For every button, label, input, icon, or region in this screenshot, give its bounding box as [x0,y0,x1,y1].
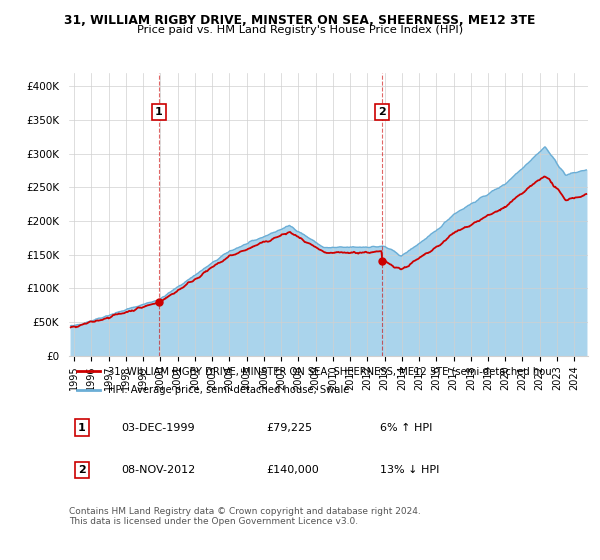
Text: HPI: Average price, semi-detached house, Swale: HPI: Average price, semi-detached house,… [108,385,349,395]
Text: 31, WILLIAM RIGBY DRIVE, MINSTER ON SEA, SHEERNESS, ME12 3TE: 31, WILLIAM RIGBY DRIVE, MINSTER ON SEA,… [64,14,536,27]
Text: £140,000: £140,000 [266,465,319,475]
Text: £79,225: £79,225 [266,423,313,432]
Text: 31, WILLIAM RIGBY DRIVE, MINSTER ON SEA, SHEERNESS, ME12 3TE (semi-detached hou: 31, WILLIAM RIGBY DRIVE, MINSTER ON SEA,… [108,366,551,376]
Text: 2: 2 [378,107,386,117]
Text: 03-DEC-1999: 03-DEC-1999 [121,423,194,432]
Text: 2: 2 [78,465,86,475]
Text: 1: 1 [78,423,86,432]
Text: 1: 1 [155,107,163,117]
Text: Contains HM Land Registry data © Crown copyright and database right 2024.
This d: Contains HM Land Registry data © Crown c… [69,507,421,526]
Text: 13% ↓ HPI: 13% ↓ HPI [380,465,440,475]
Text: 08-NOV-2012: 08-NOV-2012 [121,465,195,475]
Text: Price paid vs. HM Land Registry's House Price Index (HPI): Price paid vs. HM Land Registry's House … [137,25,463,35]
Text: 6% ↑ HPI: 6% ↑ HPI [380,423,433,432]
